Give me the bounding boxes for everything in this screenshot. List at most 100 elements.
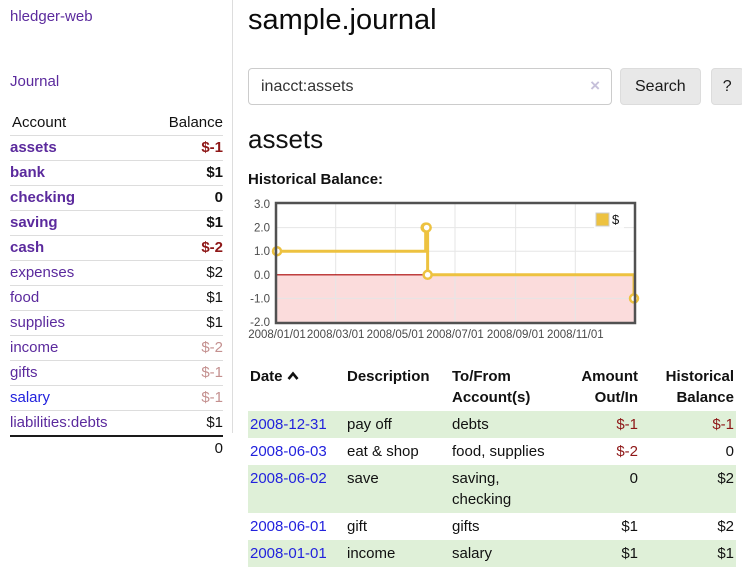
accounts-total-value: 0 — [145, 435, 223, 461]
sort-ascending-icon — [287, 366, 299, 387]
transaction-balance: 0 — [725, 443, 734, 460]
transaction-description: pay off — [347, 416, 392, 433]
register-header-row: Date Description To/From Account(s) Amou… — [248, 363, 736, 411]
transaction-description: gift — [347, 518, 368, 535]
account-row-gifts: gifts $-1 — [10, 360, 223, 386]
accounts-balance-table: Account Balance assets $-1 bank $1 check… — [10, 110, 223, 461]
accounts-header-line1: To/From — [452, 368, 511, 385]
chart-title: Historical Balance: — [248, 171, 384, 188]
account-balance: $1 — [206, 314, 223, 331]
account-row-income: income $-2 — [10, 335, 223, 361]
transaction-description: save — [347, 470, 379, 487]
page-title: sample.journal — [248, 4, 437, 36]
svg-text:2.0: 2.0 — [254, 223, 270, 235]
account-link-assets[interactable]: assets — [10, 139, 57, 156]
column-header-accounts: To/From Account(s) — [450, 363, 565, 411]
account-balance: 0 — [214, 189, 223, 206]
column-header-historical-balance: Historical Balance — [640, 363, 736, 411]
account-link-saving[interactable]: saving — [10, 214, 58, 231]
account-row-saving: saving $1 — [10, 210, 223, 236]
transaction-date-link[interactable]: 2008-12-31 — [250, 416, 327, 433]
transaction-description: eat & shop — [347, 443, 419, 460]
transaction-accounts: salary — [452, 545, 493, 562]
account-link-bank[interactable]: bank — [10, 164, 46, 181]
transaction-row: 2008-12-31 pay off debts $-1 $-1 — [248, 411, 736, 438]
transaction-balance: $2 — [717, 470, 734, 487]
column-header-amount: Amount Out/In — [565, 363, 640, 411]
register-table: Date Description To/From Account(s) Amou… — [248, 363, 736, 567]
accounts-header-line2: Account(s) — [452, 389, 531, 406]
transaction-date-link[interactable]: 2008-06-03 — [250, 443, 327, 460]
account-balance: $-1 — [201, 139, 223, 156]
account-row-liabilities-debts: liabilities:debts $1 — [10, 410, 223, 437]
transaction-amount: $1 — [621, 518, 638, 535]
transaction-amount: $-2 — [616, 443, 638, 460]
sidebar: hledger-web Journal Account Balance asse… — [0, 0, 233, 461]
transaction-date-link[interactable]: 2008-06-01 — [250, 518, 327, 535]
account-link-salary[interactable]: salary — [10, 389, 51, 406]
account-row-food: food $1 — [10, 285, 223, 311]
account-link-cash[interactable]: cash — [10, 239, 45, 256]
transaction-row: 2008-06-01 gift gifts $1 $2 — [248, 513, 736, 540]
search-input[interactable] — [248, 68, 612, 105]
account-row-bank: bank $1 — [10, 160, 223, 186]
transaction-date-link[interactable]: 2008-06-02 — [250, 470, 327, 487]
account-row-supplies: supplies $1 — [10, 310, 223, 336]
balance-header-line2: Balance — [676, 389, 734, 406]
account-balance: $1 — [206, 289, 223, 306]
transaction-row: 2008-01-01 income salary $1 $1 — [248, 540, 736, 567]
transaction-balance: $1 — [717, 545, 734, 562]
date-header-label: Date — [250, 368, 283, 385]
clear-search-icon[interactable]: × — [590, 76, 600, 95]
account-link-food[interactable]: food — [10, 289, 40, 306]
historical-balance-chart: 2008/01/01 2008/03/01 2008/05/01 2008/07/01… — [248, 199, 640, 341]
main-content: sample.journal × Search ? assets Histori… — [248, 0, 742, 567]
search-button[interactable]: Search — [620, 68, 701, 105]
account-link-expenses[interactable]: expenses — [10, 264, 75, 281]
column-header-description: Description — [347, 368, 430, 385]
svg-text:2008/07/01: 2008/07/01 — [426, 329, 484, 341]
account-row-checking: checking 0 — [10, 185, 223, 211]
accounts-total-row: 0 — [10, 435, 223, 461]
account-link-checking[interactable]: checking — [10, 189, 76, 206]
transaction-accounts: gifts — [452, 518, 480, 535]
transaction-amount: 0 — [629, 470, 638, 487]
transaction-accounts: debts — [452, 416, 489, 433]
balance-header-line1: Historical — [665, 368, 734, 385]
transaction-amount: $1 — [621, 545, 638, 562]
account-link-gifts[interactable]: gifts — [10, 364, 38, 381]
transaction-accounts: saving, checking — [452, 470, 512, 508]
help-button[interactable]: ? — [710, 68, 742, 105]
account-link-supplies[interactable]: supplies — [10, 314, 66, 331]
amount-header-line2: Out/In — [594, 389, 638, 406]
search-form: × Search ? — [248, 68, 742, 105]
column-header-date[interactable]: Date — [248, 363, 345, 411]
svg-text:2008/11/01: 2008/11/01 — [547, 329, 604, 341]
svg-text:-1.0: -1.0 — [250, 293, 270, 305]
account-balance: $-1 — [201, 389, 223, 406]
account-balance: $1 — [206, 164, 223, 181]
account-link-income[interactable]: income — [10, 339, 59, 356]
transaction-row: 2008-06-02 save saving, checking 0 $2 — [248, 465, 736, 513]
app-title-link[interactable]: hledger-web — [10, 8, 93, 25]
transaction-balance: $-1 — [712, 416, 734, 433]
account-row-cash: cash $-2 — [10, 235, 223, 261]
svg-text:2008/05/01: 2008/05/01 — [367, 329, 425, 341]
account-balance: $-1 — [201, 364, 223, 381]
account-balance: $2 — [206, 264, 223, 281]
transaction-description: income — [347, 545, 396, 562]
transaction-date-link[interactable]: 2008-01-01 — [250, 545, 327, 562]
svg-text:-2.0: -2.0 — [250, 317, 270, 329]
account-link-liabilities-debts[interactable]: liabilities:debts — [10, 414, 108, 431]
amount-header-line1: Amount — [581, 368, 638, 385]
accounts-column-header: Account — [12, 114, 67, 131]
svg-text:2008/01/01: 2008/01/01 — [248, 329, 306, 341]
sidebar-item-journal[interactable]: Journal — [10, 73, 60, 90]
account-row-assets: assets $-1 — [10, 135, 223, 161]
account-balance: $-2 — [201, 339, 223, 356]
svg-text:0.0: 0.0 — [254, 270, 270, 282]
transaction-accounts: food, supplies — [452, 443, 545, 460]
account-row-salary: salary $-1 — [10, 385, 223, 411]
account-balance: $1 — [206, 414, 223, 431]
balance-column-header: Balance — [168, 114, 223, 131]
